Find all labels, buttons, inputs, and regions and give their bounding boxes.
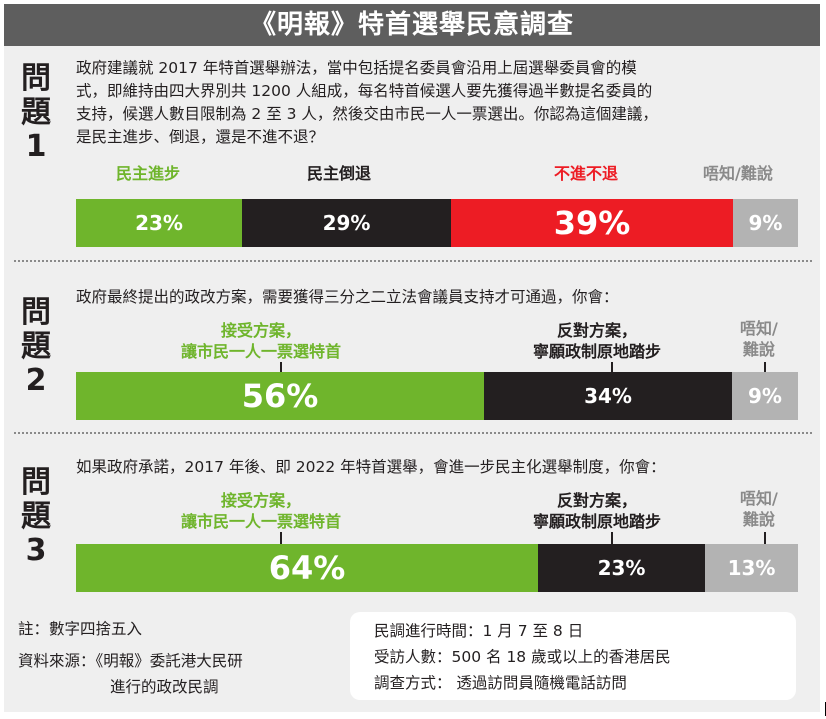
q2-category-accept-line-1: 接受方案， <box>221 321 302 340</box>
q3-bar-unknown: 13% <box>705 544 798 592</box>
q3-pointer-oppose <box>611 532 613 544</box>
question-3-label-char-2: 題 <box>21 499 51 534</box>
q1-category-democracy-regress: 民主倒退 <box>307 164 372 183</box>
q1-bar-unknown: 9% <box>733 199 798 247</box>
q3-category-accept-line-2: 讓市民一人一票選特首 <box>181 512 342 531</box>
section-divider-2 <box>14 432 812 434</box>
q2-value-unknown: 9% <box>748 384 782 408</box>
q2-stacked-bar: 56% 34% 9% <box>76 372 798 420</box>
q2-category-oppose-line-1: 反對方案， <box>557 321 638 340</box>
q2-category-accept-line-2: 讓市民一人一票選特首 <box>181 342 342 361</box>
q1-bar-progress: 23% <box>76 199 242 247</box>
q1-stacked-bar: 23% 29% 39% 9% <box>76 199 798 247</box>
question-1-label: 問 題 1 <box>12 62 60 164</box>
question-1-line-2: 式，即維持由四大界別共 1200 人組成，每名特首候選人要先獲得過半數提名委員的 <box>76 82 653 100</box>
question-3-label-number: 3 <box>25 533 47 568</box>
question-1-label-number: 1 <box>25 129 47 164</box>
question-1-label-char-2: 題 <box>21 95 51 130</box>
q2-bar-oppose: 34% <box>484 372 732 420</box>
q1-bar-neither: 39% <box>451 199 733 247</box>
q1-category-neither: 不進不退 <box>554 164 619 183</box>
source-line-2: 進行的政改民調 <box>110 678 219 696</box>
question-1-line-1: 政府建議就 2017 年特首選舉辦法，當中包括提名委員會沿用上屆選舉委員會的模 <box>76 59 637 77</box>
q1-value-unknown: 9% <box>748 211 783 235</box>
q3-pointer-unknown <box>764 532 766 544</box>
q2-value-accept: 56% <box>241 377 319 415</box>
q2-category-oppose-line-2: 寧願政制原地踏步 <box>533 342 662 361</box>
q2-bar-unknown: 9% <box>732 372 798 420</box>
survey-date: 民調進行時間：1 月 7 至 8 日 <box>374 622 584 640</box>
q1-bar-regress: 29% <box>242 199 451 247</box>
source-line-1: 資料來源：《明報》委託港大民研 <box>18 652 243 670</box>
question-2-label-char-2: 題 <box>21 329 51 364</box>
q3-pointer-accept <box>280 532 282 544</box>
q3-bar-accept: 64% <box>76 544 538 592</box>
q3-bar-oppose: 23% <box>538 544 705 592</box>
q1-value-neither: 39% <box>553 204 631 242</box>
q2-category-oppose: 反對方案， 寧願政制原地踏步 <box>533 320 661 362</box>
q3-value-accept: 64% <box>268 549 346 587</box>
q2-pointer-accept <box>280 362 282 372</box>
survey-sample: 受訪人數：500 名 18 歲或以上的香港居民 <box>374 648 671 666</box>
panel-background <box>4 4 820 712</box>
question-2-text: 政府最終提出的政改方案，需要獲得三分之二立法會議員支持才可通過，你會： <box>76 288 619 306</box>
q2-pointer-oppose <box>611 362 613 372</box>
question-3-label-char-1: 問 <box>21 465 51 500</box>
q1-value-regress: 29% <box>322 211 371 235</box>
q3-category-oppose: 反對方案， 寧願政制原地踏步 <box>533 490 661 532</box>
question-1-line-4: 是民主進步、倒退，還是不進不退？ <box>76 128 325 146</box>
q3-stacked-bar: 64% 23% 13% <box>76 544 798 592</box>
page-title: 《明報》特首選舉民意調查 <box>4 4 820 46</box>
question-3-label: 問 題 3 <box>12 466 60 568</box>
q3-category-accept-line-1: 接受方案， <box>221 491 302 510</box>
q3-category-unknown-line-1: 唔知/ <box>740 489 778 508</box>
q1-category-unknown: 唔知/難說 <box>703 164 773 183</box>
q2-bar-accept: 56% <box>76 372 484 420</box>
q2-category-unknown-line-1: 唔知/ <box>740 319 778 338</box>
q2-category-unknown: 唔知/ 難說 <box>740 318 778 360</box>
q3-category-unknown: 唔知/ 難說 <box>740 488 778 530</box>
q1-value-progress: 23% <box>135 211 183 235</box>
q3-category-accept: 接受方案， 讓市民一人一票選特首 <box>181 490 341 532</box>
q3-category-oppose-line-1: 反對方案， <box>557 491 638 510</box>
q2-value-oppose: 34% <box>584 384 632 408</box>
question-1-line-3: 支持，候選人數目限制為 2 至 3 人，然後交由市民一人一票選出。你認為這個建議… <box>76 105 658 123</box>
question-1-label-char-1: 問 <box>21 61 51 96</box>
question-2-label-char-1: 問 <box>21 295 51 330</box>
question-2-label-number: 2 <box>25 363 47 398</box>
question-3-text: 如果政府承諾，2017 年後、即 2022 年特首選舉，會進一步民主化選舉制度，… <box>76 458 666 476</box>
question-1-text: 政府建議就 2017 年特首選舉辦法，當中包括提名委員會沿用上屆選舉委員會的模 … <box>76 57 802 149</box>
q1-category-democracy-progress: 民主進步 <box>116 164 181 183</box>
q3-value-unknown: 13% <box>727 556 776 580</box>
q3-value-oppose: 23% <box>597 556 646 580</box>
survey-method: 調查方式： 透過訪問員隨機電話訪問 <box>374 674 627 692</box>
q2-category-accept: 接受方案， 讓市民一人一票選特首 <box>181 320 341 362</box>
q2-pointer-unknown <box>764 362 766 372</box>
section-divider-1 <box>14 260 812 262</box>
q3-category-oppose-line-2: 寧願政制原地踏步 <box>533 512 662 531</box>
survey-info-box: 民調進行時間：1 月 7 至 8 日 受訪人數：500 名 18 歲或以上的香港… <box>350 612 796 700</box>
question-2-label: 問 題 2 <box>12 296 60 398</box>
q3-category-unknown-line-2: 難說 <box>742 510 775 529</box>
q2-category-unknown-line-2: 難說 <box>742 340 775 359</box>
rounding-note: 註：數字四捨五入 <box>18 620 143 638</box>
